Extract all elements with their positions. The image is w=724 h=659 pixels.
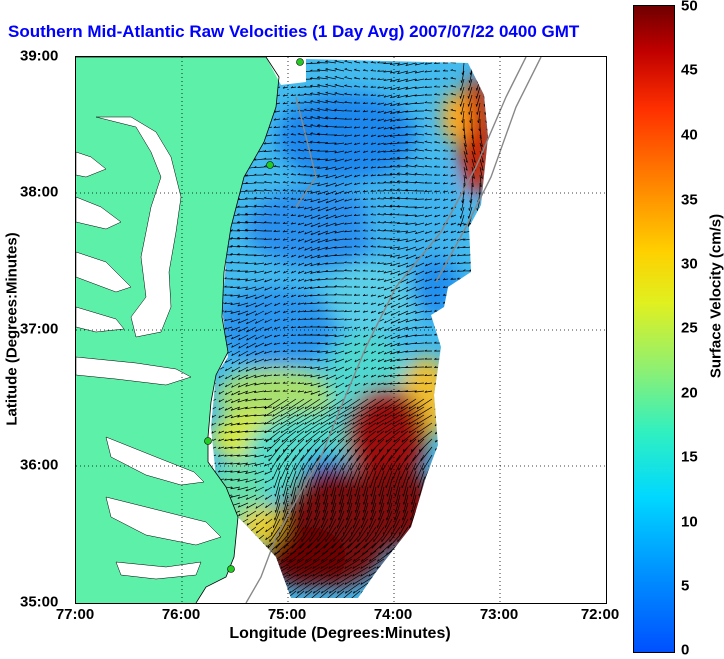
y-tick-label: 35:00	[20, 593, 59, 611]
radar-station-marker	[204, 437, 212, 445]
y-tick-label: 39:00	[20, 47, 59, 65]
radar-station-marker	[227, 565, 235, 573]
x-tick-label: 74:00	[373, 606, 413, 623]
colorbar-tick: 25	[681, 319, 698, 337]
radar-station-marker	[296, 58, 304, 66]
land-mass	[76, 57, 306, 603]
y-axis-label: Latitude (Degrees:Minutes)	[3, 232, 21, 426]
x-tick-label: 75:00	[267, 606, 307, 623]
y-tick-label: 36:00	[20, 456, 59, 474]
map-title: Southern Mid-Atlantic Raw Velocities (1 …	[8, 22, 580, 41]
x-tick-label: 73:00	[479, 606, 519, 623]
radar-station-marker	[266, 161, 274, 169]
x-axis-label: Longitude (Degrees:Minutes)	[229, 625, 451, 642]
colorbar-tick: 50	[681, 0, 698, 15]
x-tick-label: 76:00	[161, 606, 201, 623]
bathymetry-contours	[245, 57, 542, 603]
grid-lines	[76, 57, 606, 603]
radar-stations	[204, 58, 304, 573]
colorbar-tick: 10	[681, 513, 698, 531]
colorbar-tick: 5	[681, 577, 690, 595]
colorbar-tick: 15	[681, 448, 698, 466]
colorbar-tick: 0	[681, 641, 690, 659]
colorbar-tick: 30	[681, 255, 698, 273]
colorbar-tick: 45	[681, 61, 698, 79]
map-canvas	[76, 57, 606, 603]
colorbar-tick: 20	[681, 384, 698, 402]
colorbar	[633, 5, 675, 653]
colorbar-tick: 35	[681, 191, 698, 209]
y-tick-label: 38:00	[20, 183, 59, 201]
map-plot-area	[75, 56, 607, 604]
colorbar-tick: 40	[681, 126, 698, 144]
y-tick-label: 37:00	[20, 320, 59, 338]
x-tick-label: 77:00	[55, 606, 95, 623]
colorbar-label: Surface Velocity (cm/s)	[707, 213, 724, 379]
x-tick-label: 72:00	[580, 606, 620, 623]
